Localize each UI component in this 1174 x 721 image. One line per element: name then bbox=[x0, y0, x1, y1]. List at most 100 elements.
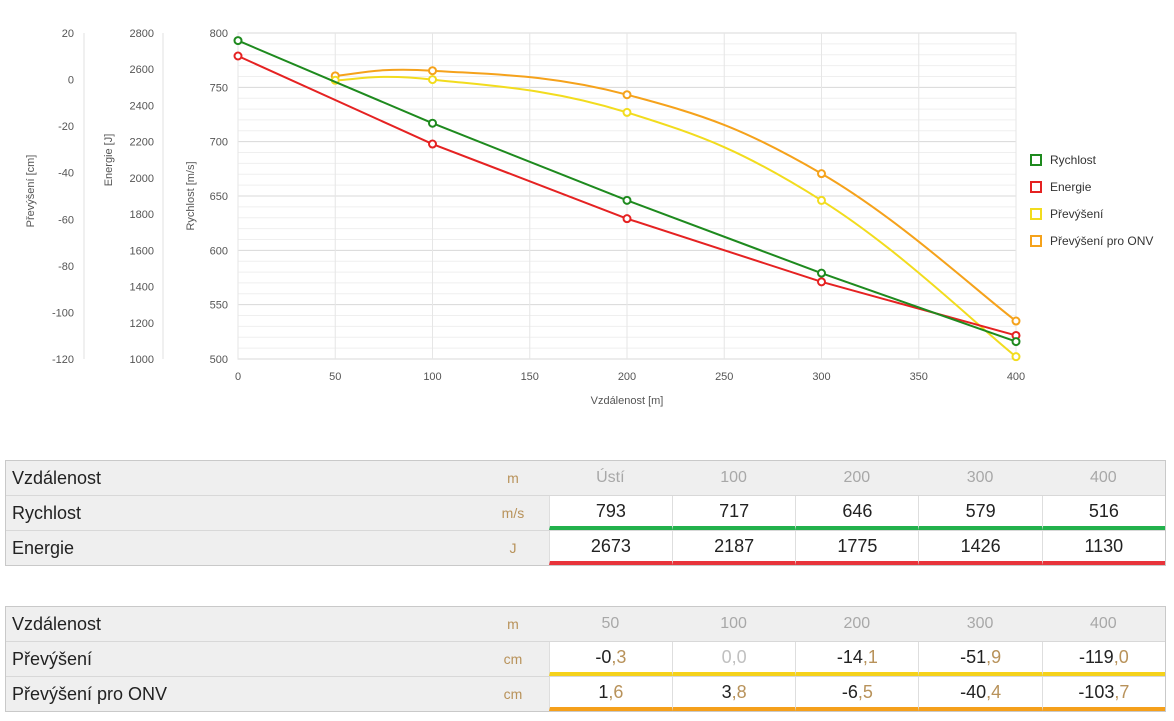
header-col: 200 bbox=[843, 615, 871, 632]
y-tick-label-prevyseni: -80 bbox=[58, 261, 74, 273]
x-tick-label: 0 bbox=[235, 371, 241, 383]
x-tick-label: 200 bbox=[618, 371, 636, 383]
y-axis-title-prevyseni: Převýšení [cm] bbox=[25, 155, 37, 228]
data-point-rychlost bbox=[428, 118, 437, 128]
cell-integer: -103 bbox=[1078, 681, 1115, 702]
cell-integer: -51 bbox=[960, 646, 987, 667]
header-col: 300 bbox=[966, 469, 994, 486]
y-tick-label-prevyseni: -20 bbox=[58, 121, 74, 133]
y-tick-label-energie: 1600 bbox=[130, 245, 154, 257]
series-line-prevyseni bbox=[335, 75, 1017, 358]
header-col: 200 bbox=[843, 469, 871, 486]
data-point-prevyseni-pro-onv bbox=[622, 90, 632, 100]
header-col: 100 bbox=[720, 615, 747, 632]
row-label: Převýšení pro ONV bbox=[12, 683, 168, 704]
cell-decimal: ,0 bbox=[731, 646, 747, 667]
y-tick-label-rychlost: 650 bbox=[210, 191, 228, 203]
table-cell: -40,4 bbox=[918, 677, 1042, 711]
y-tick-label-energie: 1800 bbox=[130, 209, 154, 221]
table-row-prevyseni: Převýšení cm -0,3 0,0 -14,1 -51,9 -119,0 bbox=[6, 641, 1165, 676]
data-point-rychlost bbox=[1011, 337, 1021, 347]
table-cell: -103,7 bbox=[1041, 677, 1165, 711]
cell-integer: 0 bbox=[721, 646, 732, 667]
cell-decimal: ,1 bbox=[862, 646, 878, 667]
table-cell: 3,8 bbox=[671, 677, 796, 711]
ballistics-table-velocity-energy: Vzdálenost m Ústí 100 200 300 400 Rychlo… bbox=[5, 460, 1166, 566]
y-tick-label-energie: 2200 bbox=[130, 137, 154, 149]
data-point-energie bbox=[817, 277, 826, 287]
data-point-prevyseni-pro-onv bbox=[428, 66, 437, 76]
legend-item-energie[interactable]: Energie bbox=[1030, 173, 1153, 200]
x-tick-label: 350 bbox=[910, 371, 928, 383]
y-tick-label-prevyseni: -40 bbox=[58, 168, 74, 180]
table-row-energie: Energie J 2673 2187 1775 1426 1130 bbox=[6, 530, 1165, 565]
data-point-prevyseni-pro-onv bbox=[1011, 316, 1021, 326]
header-col: 50 bbox=[601, 615, 620, 632]
table-cell: 0,0 bbox=[671, 642, 796, 676]
cell-integer: -40 bbox=[960, 681, 987, 702]
row-label: Energie bbox=[12, 537, 75, 558]
legend-label-energie: Energie bbox=[1050, 179, 1092, 194]
data-point-energie bbox=[428, 139, 437, 149]
y-tick-label-rychlost: 600 bbox=[210, 245, 228, 257]
data-point-prevyseni bbox=[1011, 352, 1021, 362]
series-line-prevyseni-pro-onv bbox=[335, 68, 1017, 322]
table-cell: 1130 bbox=[1041, 531, 1165, 565]
table-row-prevyseni-onv: Převýšení pro ONV cm 1,6 3,8 -6,5 -40,4 -103… bbox=[6, 676, 1165, 711]
cell-integer: 1 bbox=[598, 681, 609, 702]
table-cell: 1,6 bbox=[548, 677, 672, 711]
y-tick-label-prevyseni: -100 bbox=[52, 307, 74, 319]
x-tick-label: 150 bbox=[521, 371, 539, 383]
table-cell: 579 bbox=[918, 496, 1042, 530]
chart-legend: Rychlost Energie Převýšení Převýšení pro… bbox=[1030, 146, 1153, 254]
y-tick-label-rychlost: 700 bbox=[210, 137, 228, 149]
header-col: 300 bbox=[966, 615, 994, 632]
table-cell: 717 bbox=[671, 496, 796, 530]
row-unit: m/s bbox=[501, 505, 525, 521]
header-col: 400 bbox=[1090, 615, 1117, 632]
cell-integer: -14 bbox=[836, 646, 863, 667]
x-tick-label: 50 bbox=[329, 371, 341, 383]
y-tick-label-prevyseni: -120 bbox=[52, 354, 74, 366]
data-point-energie bbox=[233, 51, 243, 61]
table-cell: -119,0 bbox=[1041, 642, 1165, 676]
cell-decimal: ,7 bbox=[1114, 681, 1130, 702]
table-cell: 646 bbox=[795, 496, 919, 530]
data-point-rychlost bbox=[233, 36, 243, 46]
table-cell: -51,9 bbox=[918, 642, 1042, 676]
data-point-rychlost bbox=[622, 195, 632, 205]
cell-decimal: ,3 bbox=[611, 646, 627, 667]
cell-decimal: ,9 bbox=[986, 646, 1002, 667]
y-tick-label-energie: 1000 bbox=[130, 354, 154, 366]
y-tick-label-prevyseni: 0 bbox=[68, 75, 74, 87]
cell-integer: -119 bbox=[1078, 646, 1114, 667]
legend-item-prevyseni-onv[interactable]: Převýšení pro ONV bbox=[1030, 227, 1153, 254]
legend-item-rychlost[interactable]: Rychlost bbox=[1030, 146, 1153, 173]
table-cell: -0,3 bbox=[548, 642, 672, 676]
y-tick-label-energie: 2600 bbox=[130, 64, 154, 76]
header-unit: m bbox=[507, 616, 519, 632]
legend-label-rychlost: Rychlost bbox=[1050, 152, 1097, 167]
y-axis-title-rychlost: Rychlost [m/s] bbox=[185, 161, 197, 230]
chart: 0 50 100 150 200 250 300 350 4008007507006506005… bbox=[25, 28, 1025, 407]
y-tick-label-rychlost: 500 bbox=[210, 354, 228, 366]
legend-item-prevyseni[interactable]: Převýšení bbox=[1030, 200, 1153, 227]
table-cell: 516 bbox=[1041, 496, 1165, 530]
data-point-prevyseni bbox=[622, 107, 632, 117]
header-col: Ústí bbox=[596, 469, 625, 486]
table-cell: 2673 bbox=[548, 531, 672, 565]
legend-swatch-prevyseni-onv bbox=[1030, 234, 1042, 247]
legend-swatch-prevyseni bbox=[1030, 207, 1042, 220]
table-cell: 2187 bbox=[671, 531, 796, 565]
cell-integer: 3 bbox=[721, 681, 732, 702]
cell-decimal: ,0 bbox=[1113, 646, 1129, 667]
y-tick-label-rychlost: 550 bbox=[210, 300, 228, 312]
y-tick-label-energie: 2400 bbox=[130, 100, 154, 112]
header-col: 100 bbox=[720, 469, 747, 486]
x-tick-label: 100 bbox=[423, 371, 441, 383]
cell-decimal: ,5 bbox=[857, 681, 873, 702]
cell-integer: -6 bbox=[841, 681, 858, 702]
data-point-rychlost bbox=[817, 268, 826, 278]
table-cell: -6,5 bbox=[795, 677, 919, 711]
x-tick-label: 250 bbox=[715, 371, 733, 383]
